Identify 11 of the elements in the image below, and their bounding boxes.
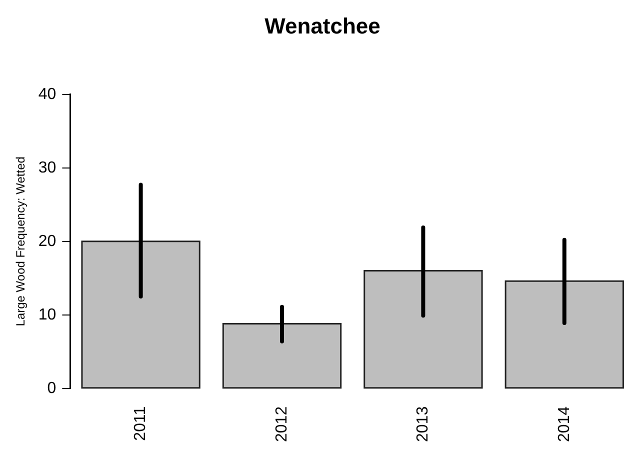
y-tick-label: 10 (38, 306, 56, 324)
x-tick-label: 2013 (414, 406, 432, 442)
x-tick-label: 2014 (556, 406, 573, 442)
y-axis-title: Large Wood Frequency: Wetted (14, 156, 28, 326)
y-tick-label: 30 (38, 159, 56, 176)
x-tick-label: 2011 (132, 406, 150, 441)
chart-title: Wenatchee (264, 13, 380, 38)
x-tick-label: 2012 (273, 406, 290, 442)
y-tick-label: 0 (47, 380, 56, 397)
y-tick-label: 20 (38, 232, 56, 250)
y-tick-label: 40 (38, 86, 56, 103)
